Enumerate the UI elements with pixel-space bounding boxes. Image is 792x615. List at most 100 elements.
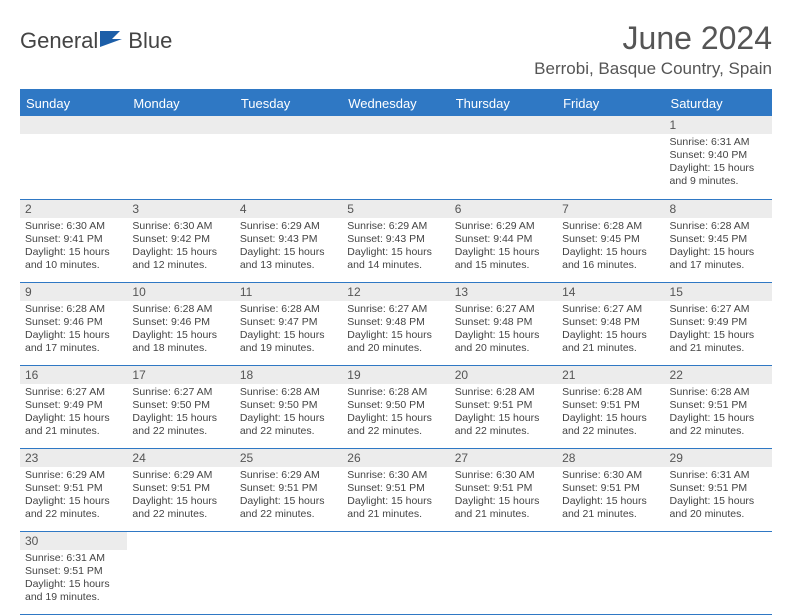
day-number: 1 bbox=[665, 116, 772, 134]
calendar-cell bbox=[450, 116, 557, 199]
sunrise-text: Sunrise: 6:30 AM bbox=[455, 469, 552, 482]
sunset-text: Sunset: 9:45 PM bbox=[562, 233, 659, 246]
day-number: 18 bbox=[235, 366, 342, 384]
calendar-cell: 12Sunrise: 6:27 AMSunset: 9:48 PMDayligh… bbox=[342, 282, 449, 365]
sunset-text: Sunset: 9:51 PM bbox=[670, 399, 767, 412]
daylight-text: Daylight: 15 hours and 21 minutes. bbox=[25, 412, 122, 438]
day-content: Sunrise: 6:28 AMSunset: 9:51 PMDaylight:… bbox=[665, 384, 772, 441]
daylight-text: Daylight: 15 hours and 21 minutes. bbox=[670, 329, 767, 355]
day-content: Sunrise: 6:29 AMSunset: 9:51 PMDaylight:… bbox=[235, 467, 342, 524]
sunset-text: Sunset: 9:43 PM bbox=[347, 233, 444, 246]
daylight-text: Daylight: 15 hours and 13 minutes. bbox=[240, 246, 337, 272]
logo: General Blue bbox=[20, 20, 172, 54]
calendar-cell: 2Sunrise: 6:30 AMSunset: 9:41 PMDaylight… bbox=[20, 199, 127, 282]
day-number: 17 bbox=[127, 366, 234, 384]
day-number-blank bbox=[20, 116, 127, 134]
sunset-text: Sunset: 9:48 PM bbox=[455, 316, 552, 329]
daylight-text: Daylight: 15 hours and 10 minutes. bbox=[25, 246, 122, 272]
day-content: Sunrise: 6:28 AMSunset: 9:47 PMDaylight:… bbox=[235, 301, 342, 358]
daylight-text: Daylight: 15 hours and 21 minutes. bbox=[455, 495, 552, 521]
sunrise-text: Sunrise: 6:28 AM bbox=[240, 303, 337, 316]
calendar-row: 2Sunrise: 6:30 AMSunset: 9:41 PMDaylight… bbox=[20, 199, 772, 282]
flag-icon bbox=[100, 29, 126, 54]
calendar-cell: 20Sunrise: 6:28 AMSunset: 9:51 PMDayligh… bbox=[450, 365, 557, 448]
sunrise-text: Sunrise: 6:30 AM bbox=[562, 469, 659, 482]
sunset-text: Sunset: 9:49 PM bbox=[25, 399, 122, 412]
sunrise-text: Sunrise: 6:28 AM bbox=[670, 386, 767, 399]
calendar-cell: 1Sunrise: 6:31 AMSunset: 9:40 PMDaylight… bbox=[665, 116, 772, 199]
day-content: Sunrise: 6:29 AMSunset: 9:51 PMDaylight:… bbox=[127, 467, 234, 524]
day-content: Sunrise: 6:29 AMSunset: 9:51 PMDaylight:… bbox=[20, 467, 127, 524]
day-content: Sunrise: 6:27 AMSunset: 9:50 PMDaylight:… bbox=[127, 384, 234, 441]
daylight-text: Daylight: 15 hours and 17 minutes. bbox=[670, 246, 767, 272]
sunset-text: Sunset: 9:51 PM bbox=[25, 565, 122, 578]
header: General Blue June 2024 Berrobi, Basque C… bbox=[20, 20, 772, 79]
calendar-cell: 7Sunrise: 6:28 AMSunset: 9:45 PMDaylight… bbox=[557, 199, 664, 282]
day-number: 11 bbox=[235, 283, 342, 301]
calendar-cell: 14Sunrise: 6:27 AMSunset: 9:48 PMDayligh… bbox=[557, 282, 664, 365]
calendar-cell: 3Sunrise: 6:30 AMSunset: 9:42 PMDaylight… bbox=[127, 199, 234, 282]
daylight-text: Daylight: 15 hours and 15 minutes. bbox=[455, 246, 552, 272]
calendar-cell: 6Sunrise: 6:29 AMSunset: 9:44 PMDaylight… bbox=[450, 199, 557, 282]
calendar-cell bbox=[557, 531, 664, 614]
day-header: Monday bbox=[127, 90, 234, 116]
day-number-blank bbox=[557, 116, 664, 134]
day-number: 20 bbox=[450, 366, 557, 384]
sunrise-text: Sunrise: 6:28 AM bbox=[25, 303, 122, 316]
sunset-text: Sunset: 9:51 PM bbox=[562, 482, 659, 495]
sunset-text: Sunset: 9:46 PM bbox=[132, 316, 229, 329]
sunset-text: Sunset: 9:46 PM bbox=[25, 316, 122, 329]
day-number: 8 bbox=[665, 200, 772, 218]
calendar-cell: 5Sunrise: 6:29 AMSunset: 9:43 PMDaylight… bbox=[342, 199, 449, 282]
calendar-cell: 23Sunrise: 6:29 AMSunset: 9:51 PMDayligh… bbox=[20, 448, 127, 531]
daylight-text: Daylight: 15 hours and 20 minutes. bbox=[455, 329, 552, 355]
sunset-text: Sunset: 9:48 PM bbox=[562, 316, 659, 329]
day-number: 7 bbox=[557, 200, 664, 218]
calendar-cell: 18Sunrise: 6:28 AMSunset: 9:50 PMDayligh… bbox=[235, 365, 342, 448]
sunset-text: Sunset: 9:50 PM bbox=[347, 399, 444, 412]
sunset-text: Sunset: 9:43 PM bbox=[240, 233, 337, 246]
sunrise-text: Sunrise: 6:28 AM bbox=[132, 303, 229, 316]
day-content: Sunrise: 6:29 AMSunset: 9:43 PMDaylight:… bbox=[235, 218, 342, 275]
daylight-text: Daylight: 15 hours and 20 minutes. bbox=[347, 329, 444, 355]
calendar-cell: 9Sunrise: 6:28 AMSunset: 9:46 PMDaylight… bbox=[20, 282, 127, 365]
day-number: 22 bbox=[665, 366, 772, 384]
calendar-cell: 17Sunrise: 6:27 AMSunset: 9:50 PMDayligh… bbox=[127, 365, 234, 448]
day-content: Sunrise: 6:30 AMSunset: 9:51 PMDaylight:… bbox=[450, 467, 557, 524]
day-header: Thursday bbox=[450, 90, 557, 116]
day-number-blank bbox=[450, 116, 557, 134]
day-content: Sunrise: 6:28 AMSunset: 9:51 PMDaylight:… bbox=[450, 384, 557, 441]
calendar-cell: 4Sunrise: 6:29 AMSunset: 9:43 PMDaylight… bbox=[235, 199, 342, 282]
calendar-cell: 24Sunrise: 6:29 AMSunset: 9:51 PMDayligh… bbox=[127, 448, 234, 531]
day-number: 28 bbox=[557, 449, 664, 467]
day-number: 24 bbox=[127, 449, 234, 467]
day-content: Sunrise: 6:29 AMSunset: 9:43 PMDaylight:… bbox=[342, 218, 449, 275]
day-header: Friday bbox=[557, 90, 664, 116]
day-content: Sunrise: 6:27 AMSunset: 9:49 PMDaylight:… bbox=[20, 384, 127, 441]
day-number: 10 bbox=[127, 283, 234, 301]
sunrise-text: Sunrise: 6:28 AM bbox=[347, 386, 444, 399]
daylight-text: Daylight: 15 hours and 21 minutes. bbox=[562, 329, 659, 355]
calendar-cell bbox=[342, 531, 449, 614]
sunset-text: Sunset: 9:51 PM bbox=[132, 482, 229, 495]
day-content: Sunrise: 6:31 AMSunset: 9:40 PMDaylight:… bbox=[665, 134, 772, 191]
calendar-cell: 22Sunrise: 6:28 AMSunset: 9:51 PMDayligh… bbox=[665, 365, 772, 448]
calendar-cell: 10Sunrise: 6:28 AMSunset: 9:46 PMDayligh… bbox=[127, 282, 234, 365]
daylight-text: Daylight: 15 hours and 22 minutes. bbox=[132, 495, 229, 521]
daylight-text: Daylight: 15 hours and 22 minutes. bbox=[240, 412, 337, 438]
daylight-text: Daylight: 15 hours and 22 minutes. bbox=[240, 495, 337, 521]
day-number-blank bbox=[342, 116, 449, 134]
day-content: Sunrise: 6:30 AMSunset: 9:51 PMDaylight:… bbox=[342, 467, 449, 524]
calendar-cell: 11Sunrise: 6:28 AMSunset: 9:47 PMDayligh… bbox=[235, 282, 342, 365]
daylight-text: Daylight: 15 hours and 19 minutes. bbox=[240, 329, 337, 355]
sunrise-text: Sunrise: 6:29 AM bbox=[25, 469, 122, 482]
day-header: Tuesday bbox=[235, 90, 342, 116]
day-number: 13 bbox=[450, 283, 557, 301]
sunrise-text: Sunrise: 6:27 AM bbox=[562, 303, 659, 316]
sunrise-text: Sunrise: 6:28 AM bbox=[562, 386, 659, 399]
day-content: Sunrise: 6:28 AMSunset: 9:46 PMDaylight:… bbox=[20, 301, 127, 358]
daylight-text: Daylight: 15 hours and 22 minutes. bbox=[562, 412, 659, 438]
day-content: Sunrise: 6:28 AMSunset: 9:46 PMDaylight:… bbox=[127, 301, 234, 358]
page-title: June 2024 bbox=[534, 20, 772, 57]
day-number: 4 bbox=[235, 200, 342, 218]
